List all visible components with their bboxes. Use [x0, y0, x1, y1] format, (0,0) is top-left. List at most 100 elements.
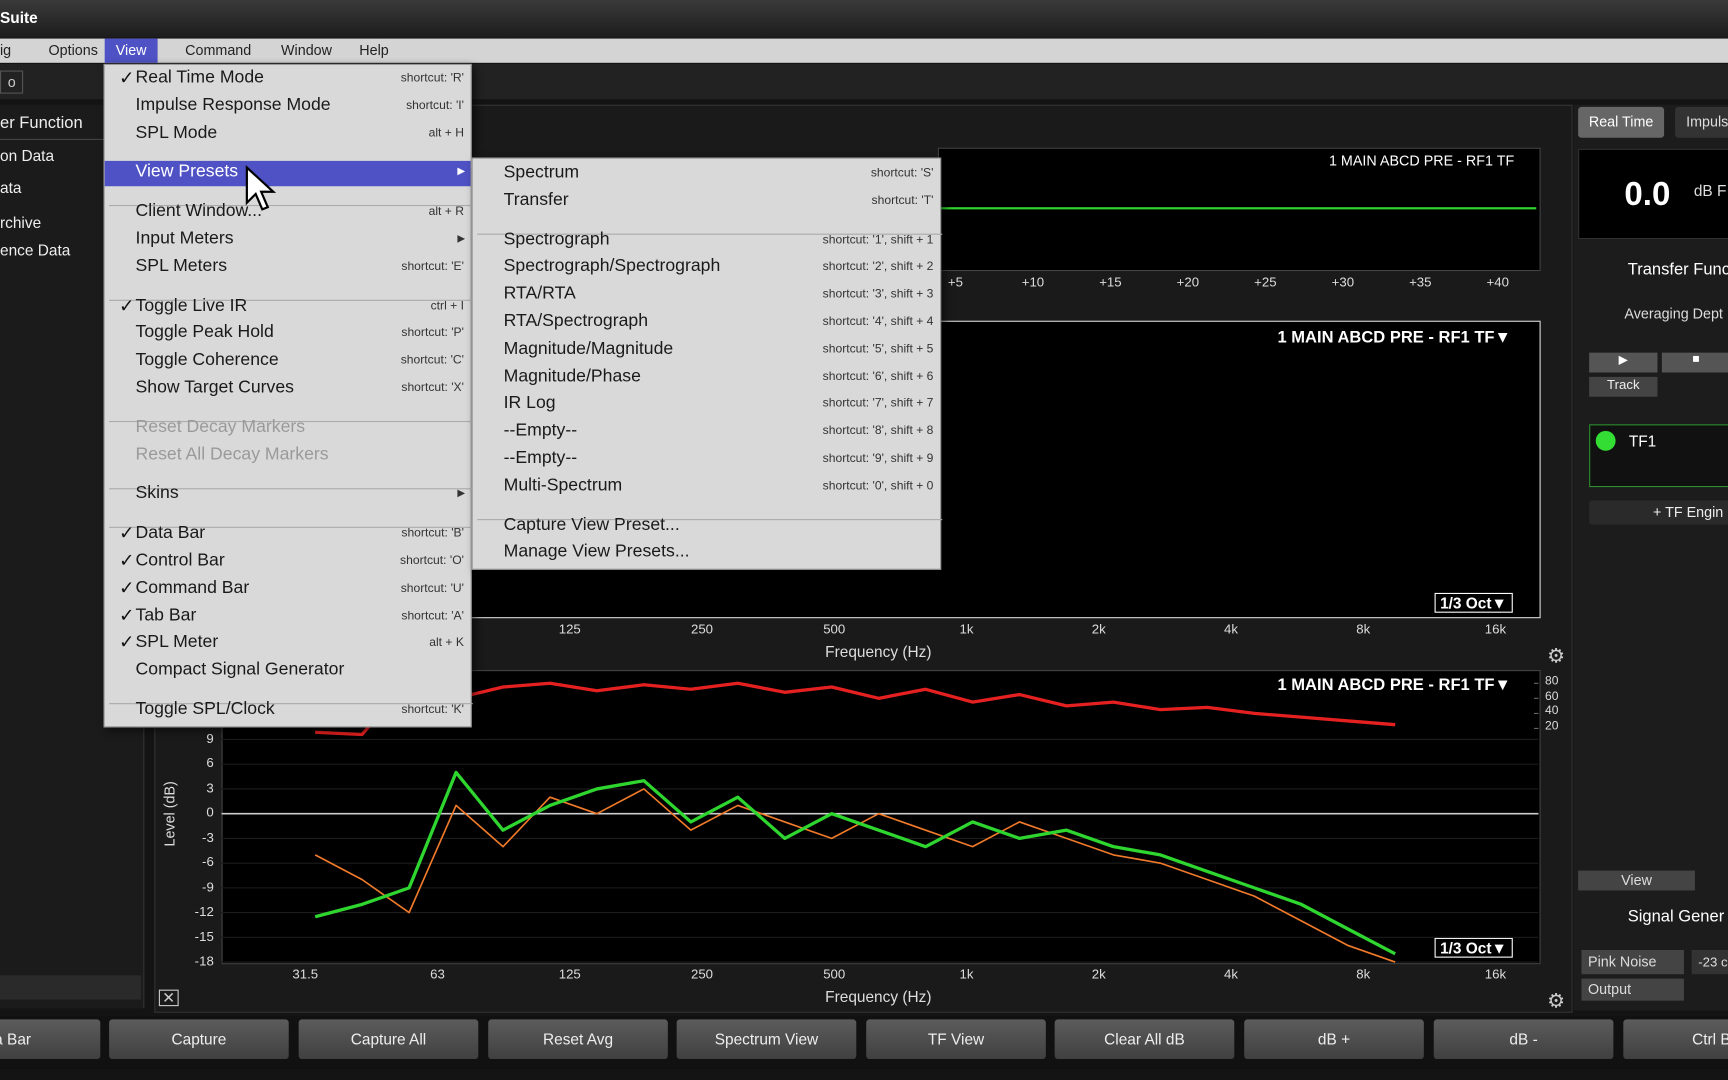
menu-shortcut: shortcut: '8', shift + 8	[822, 424, 934, 438]
menu-item[interactable]: Control Bar	[135, 551, 225, 570]
menu-item[interactable]: ig	[0, 41, 12, 59]
y2-tick-label: 60	[1545, 689, 1559, 703]
command-button[interactable]: dB -	[1433, 1019, 1614, 1060]
bottom-plot	[221, 677, 1539, 963]
menu-item[interactable]: Window	[281, 41, 332, 59]
trace	[314, 770, 1396, 956]
tab-button[interactable]: Real Time	[1578, 106, 1665, 138]
y-tick-label: 0	[206, 804, 214, 821]
y-tick-label: -18	[194, 953, 214, 969]
menu-item[interactable]: Manage View Presets...	[503, 542, 690, 562]
menu-separator	[109, 420, 473, 423]
command-button[interactable]: Capture All	[298, 1019, 479, 1060]
command-button[interactable]: ta Bar	[0, 1019, 101, 1060]
menu-item[interactable]: --Empty--	[503, 448, 578, 468]
chart-title: 1 MAIN ABCD PRE - RF1 TF▼	[1277, 675, 1511, 695]
engine-indicator	[1595, 430, 1616, 451]
view-button[interactable]: View	[1578, 870, 1695, 891]
view-menu: Real Time Mode ✓ shortcut: 'R' Impulse Resp…	[103, 63, 473, 728]
menu-item[interactable]: Multi-Spectrum	[503, 475, 623, 495]
menu-item[interactable]: Capture View Preset...	[503, 515, 680, 535]
menu-item[interactable]: Magnitude/Phase	[503, 366, 641, 386]
menu-item[interactable]: Impulse Response Mode	[135, 95, 331, 115]
menu-item[interactable]: Spectrograph/Spectrograph	[503, 257, 721, 276]
track-button[interactable]: Track	[1589, 376, 1658, 397]
sidebar-item[interactable]: rchive	[0, 213, 42, 232]
chart-title: 1 MAIN ABCD PRE - RF1 TF▼	[1277, 328, 1511, 348]
command-button[interactable]: Ctrl Bi	[1623, 1019, 1728, 1060]
tab-button[interactable]: Impuls	[1675, 106, 1728, 138]
menu-item[interactable]: IR Log	[503, 393, 556, 413]
menu-item[interactable]: Command	[185, 41, 252, 59]
window-title: Suite	[0, 8, 38, 27]
menu-item[interactable]: View Presets	[135, 162, 239, 182]
menu-item[interactable]: Transfer	[503, 190, 569, 210]
y-tick-label: -12	[194, 903, 214, 920]
menu-shortcut: shortcut: 'R'	[400, 71, 464, 85]
gain-field[interactable]: -23 c	[1691, 949, 1728, 975]
menu-item[interactable]: Data Bar	[135, 523, 206, 543]
menu-item[interactable]: View	[104, 38, 158, 63]
menu-item[interactable]: Tab Bar	[135, 605, 197, 625]
settings-icon: ⚙	[1547, 644, 1565, 667]
menu-item[interactable]: Spectrum	[503, 163, 580, 182]
stop-button[interactable]: ■	[1661, 352, 1728, 373]
menu-item[interactable]: SPL Meter	[135, 633, 219, 652]
command-button[interactable]: Capture	[109, 1019, 289, 1060]
menu-shortcut: shortcut: 'U'	[400, 581, 464, 595]
y2-tick-label: 40	[1545, 704, 1559, 718]
command-button[interactable]: Clear All dB	[1054, 1019, 1235, 1060]
menu-item[interactable]: Show Target Curves	[135, 377, 295, 397]
x-tick-label: 500	[823, 621, 846, 637]
chart-title: 1 MAIN ABCD PRE - RF1 TF	[1328, 152, 1515, 169]
menu-item[interactable]: Real Time Mode	[135, 68, 264, 88]
menu-item[interactable]: Options	[48, 41, 98, 59]
menu-item[interactable]: Toggle Coherence	[135, 350, 279, 370]
x-axis-label: Frequency (Hz)	[825, 642, 932, 661]
signal-dropdown[interactable]: Pink Noise	[1581, 949, 1684, 975]
menu-item[interactable]: SPL Mode	[135, 122, 218, 142]
command-button[interactable]: Spectrum View	[676, 1019, 857, 1060]
menu-item[interactable]: Compact Signal Generator	[135, 660, 345, 680]
menu-item[interactable]: Toggle SPL/Clock	[135, 699, 275, 719]
output-dropdown[interactable]: Output	[1581, 978, 1684, 1001]
x-tick-label: 500	[823, 966, 846, 982]
sidebar-item[interactable]: ata	[0, 178, 22, 197]
menu-item[interactable]: RTA/RTA	[503, 284, 576, 304]
settings-icon: ⚙	[1547, 989, 1565, 1012]
menu-item[interactable]: Toggle Live IR	[135, 296, 248, 315]
menu-shortcut: shortcut: '3', shift + 3	[822, 287, 934, 302]
play-button[interactable]: ▶	[1589, 352, 1658, 373]
submenu-arrow: ▶	[457, 232, 466, 244]
x-tick-label: +40	[1486, 274, 1509, 290]
sidebar-item[interactable]: on Data	[0, 146, 55, 165]
sidebar-footer	[0, 975, 142, 1000]
menu-item[interactable]: Input Meters	[135, 229, 234, 248]
menu-item[interactable]: RTA/Spectrograph	[503, 311, 649, 331]
menu-item[interactable]: Toggle Peak Hold	[135, 323, 274, 343]
menu-shortcut: shortcut: '0', shift + 0	[822, 479, 934, 493]
menu-item[interactable]: Spectrograph	[503, 229, 610, 249]
trace-line	[940, 207, 1537, 210]
command-button[interactable]: dB +	[1244, 1019, 1424, 1060]
x-tick-label: 1k	[959, 966, 974, 982]
x-tick-label: +35	[1409, 274, 1432, 290]
command-button[interactable]: TF View	[866, 1019, 1046, 1060]
y-tick-label: 3	[206, 780, 214, 796]
tab[interactable]: o	[0, 70, 24, 94]
menu-item[interactable]: Help	[359, 41, 389, 59]
menu-item[interactable]: Skins	[135, 484, 179, 503]
menu-item[interactable]: Magnitude/Magnitude	[503, 339, 674, 358]
x-tick-label: 2k	[1091, 621, 1106, 637]
sidebar-item[interactable]: ence Data	[0, 241, 71, 259]
menu-item[interactable]: --Empty--	[503, 421, 578, 440]
submenu-arrow: ▶	[457, 487, 466, 499]
menu-item[interactable]: Command Bar	[135, 578, 250, 598]
command-button[interactable]: Reset Avg	[488, 1019, 668, 1060]
add-engine-button[interactable]: + TF Engin	[1589, 500, 1728, 525]
sidebar-item[interactable]: er Function	[0, 114, 142, 140]
menu-item[interactable]: SPL Meters	[135, 256, 228, 276]
y-tick-label: -3	[202, 829, 214, 846]
x-tick-label: 250	[690, 621, 714, 637]
menu-item[interactable]: Client Window...	[135, 201, 262, 221]
